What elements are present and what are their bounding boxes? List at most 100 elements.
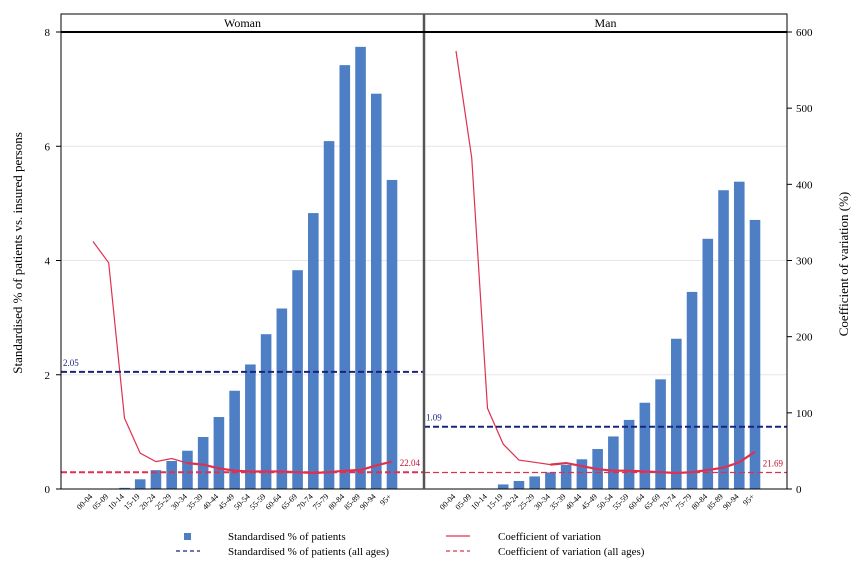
x-tick-label: 90-94 xyxy=(358,492,378,512)
bar-70-74 xyxy=(308,213,319,489)
legend-label: Standardised % of patients xyxy=(228,531,346,543)
bar-35-39 xyxy=(560,465,572,489)
bar-95+ xyxy=(749,219,761,489)
bar-75-79 xyxy=(323,141,335,489)
legend-label: Coefficient of variation xyxy=(498,531,602,543)
y-axis-label: Standardised % of patients vs. insured p… xyxy=(10,132,25,374)
bar-60-64 xyxy=(276,308,288,489)
x-tick-label: 80-84 xyxy=(327,492,347,512)
x-tick-label: 40-44 xyxy=(564,492,584,512)
x-tick-label: 10-14 xyxy=(106,492,126,512)
x-tick-label: 95+ xyxy=(741,492,757,508)
y2-tick-label: 400 xyxy=(796,179,813,191)
x-tick-label: 90-94 xyxy=(721,492,741,512)
x-tick-label: 25-29 xyxy=(517,492,537,512)
x-tick-label: 55-59 xyxy=(248,492,268,512)
bar-80-84 xyxy=(702,238,714,489)
bar-45-49 xyxy=(229,390,240,489)
bar-50-54 xyxy=(245,364,256,489)
y-tick-label: 6 xyxy=(45,141,51,153)
legend-item: Coefficient of variation (all ages) xyxy=(446,546,645,558)
legend-item: Standardised % of patients xyxy=(184,531,346,543)
x-tick-label: 60-64 xyxy=(264,492,284,512)
panel-man: 1.0921.6900-0405-0910-1415-1920-2425-293… xyxy=(424,50,787,512)
x-tick-label: 20-24 xyxy=(501,492,521,512)
y-tick-label: 4 xyxy=(45,256,51,268)
x-tick-label: 65-69 xyxy=(279,492,299,512)
legend-item: Coefficient of variation xyxy=(446,531,602,543)
x-tick-label: 50-54 xyxy=(232,492,252,512)
y2-tick-label: 100 xyxy=(796,408,813,420)
bar-20-24 xyxy=(513,481,525,489)
x-tick-label: 75-79 xyxy=(311,492,331,512)
cv-mean-label: 22.04 xyxy=(400,458,421,468)
bar-40-44 xyxy=(213,417,225,489)
y2-tick-label: 500 xyxy=(796,103,813,115)
y2-axis-label: Coefficient of variation (%) xyxy=(836,192,851,337)
bar-25-29 xyxy=(166,461,177,489)
legend-swatch xyxy=(184,533,191,540)
bar-85-89 xyxy=(355,46,366,489)
x-tick-label: 65-69 xyxy=(642,492,662,512)
x-tick-label: 35-39 xyxy=(185,492,205,512)
bar-80-84 xyxy=(339,65,351,489)
y2-tick-label: 200 xyxy=(796,332,813,344)
x-tick-label: 00-04 xyxy=(438,492,458,512)
bar-65-69 xyxy=(655,379,666,489)
bar-15-19 xyxy=(134,479,146,489)
x-tick-label: 70-74 xyxy=(295,492,315,512)
x-tick-label: 30-34 xyxy=(532,492,552,512)
x-tick-label: 85-89 xyxy=(705,492,725,512)
bar-55-59 xyxy=(623,419,635,489)
x-tick-label: 15-19 xyxy=(485,492,505,512)
bar-40-44 xyxy=(576,459,588,489)
panel-woman: 2.0522.0400-0405-0910-1415-1920-2425-293… xyxy=(61,46,424,512)
x-tick-label: 60-64 xyxy=(627,492,647,512)
panel-title: Woman xyxy=(224,16,261,30)
cv-mean-label: 21.69 xyxy=(763,458,784,468)
x-tick-label: 40-44 xyxy=(201,492,221,512)
panel-title: Man xyxy=(595,16,617,30)
mean-label: 2.05 xyxy=(63,358,79,368)
bar-85-89 xyxy=(718,190,729,489)
legend-label: Standardised % of patients (all ages) xyxy=(228,546,389,558)
x-tick-label: 00-04 xyxy=(75,492,95,512)
x-tick-label: 85-89 xyxy=(342,492,362,512)
bar-75-79 xyxy=(686,291,698,489)
bar-20-24 xyxy=(150,470,162,489)
x-tick-label: 20-24 xyxy=(138,492,158,512)
bar-35-39 xyxy=(197,437,209,489)
x-tick-label: 35-39 xyxy=(548,492,568,512)
x-tick-label: 45-49 xyxy=(579,492,599,512)
y2-tick-label: 600 xyxy=(796,27,813,39)
cv-line-emphasis xyxy=(550,450,756,475)
x-tick-label: 10-14 xyxy=(469,492,489,512)
bar-55-59 xyxy=(260,334,272,489)
legend-label: Coefficient of variation (all ages) xyxy=(498,546,645,558)
legend: Standardised % of patients Coefficient of… xyxy=(176,531,645,558)
bar-90-94 xyxy=(370,93,382,489)
bar-70-74 xyxy=(671,338,682,489)
legend-item: Standardised % of patients (all ages) xyxy=(176,546,389,558)
y2-tick-label: 300 xyxy=(796,256,813,268)
x-tick-label: 15-19 xyxy=(122,492,142,512)
bar-95+ xyxy=(386,179,398,490)
x-tick-label: 55-59 xyxy=(611,492,631,512)
bar-15-19 xyxy=(497,484,509,489)
y-tick-label: 8 xyxy=(45,27,51,39)
bar-10-14 xyxy=(119,487,130,489)
bar-30-34 xyxy=(545,472,556,489)
x-tick-label: 95+ xyxy=(378,492,394,508)
bar-30-34 xyxy=(182,450,193,489)
mean-label: 1.09 xyxy=(426,413,442,423)
bar-90-94 xyxy=(733,181,745,490)
x-tick-label: 05-09 xyxy=(454,492,474,512)
y2-tick-label: 0 xyxy=(796,484,802,496)
y-tick-label: 0 xyxy=(45,484,51,496)
bar-25-29 xyxy=(529,476,540,489)
x-tick-label: 45-49 xyxy=(216,492,236,512)
x-tick-label: 75-79 xyxy=(674,492,694,512)
x-tick-label: 05-09 xyxy=(91,492,111,512)
bar-65-69 xyxy=(292,270,303,489)
